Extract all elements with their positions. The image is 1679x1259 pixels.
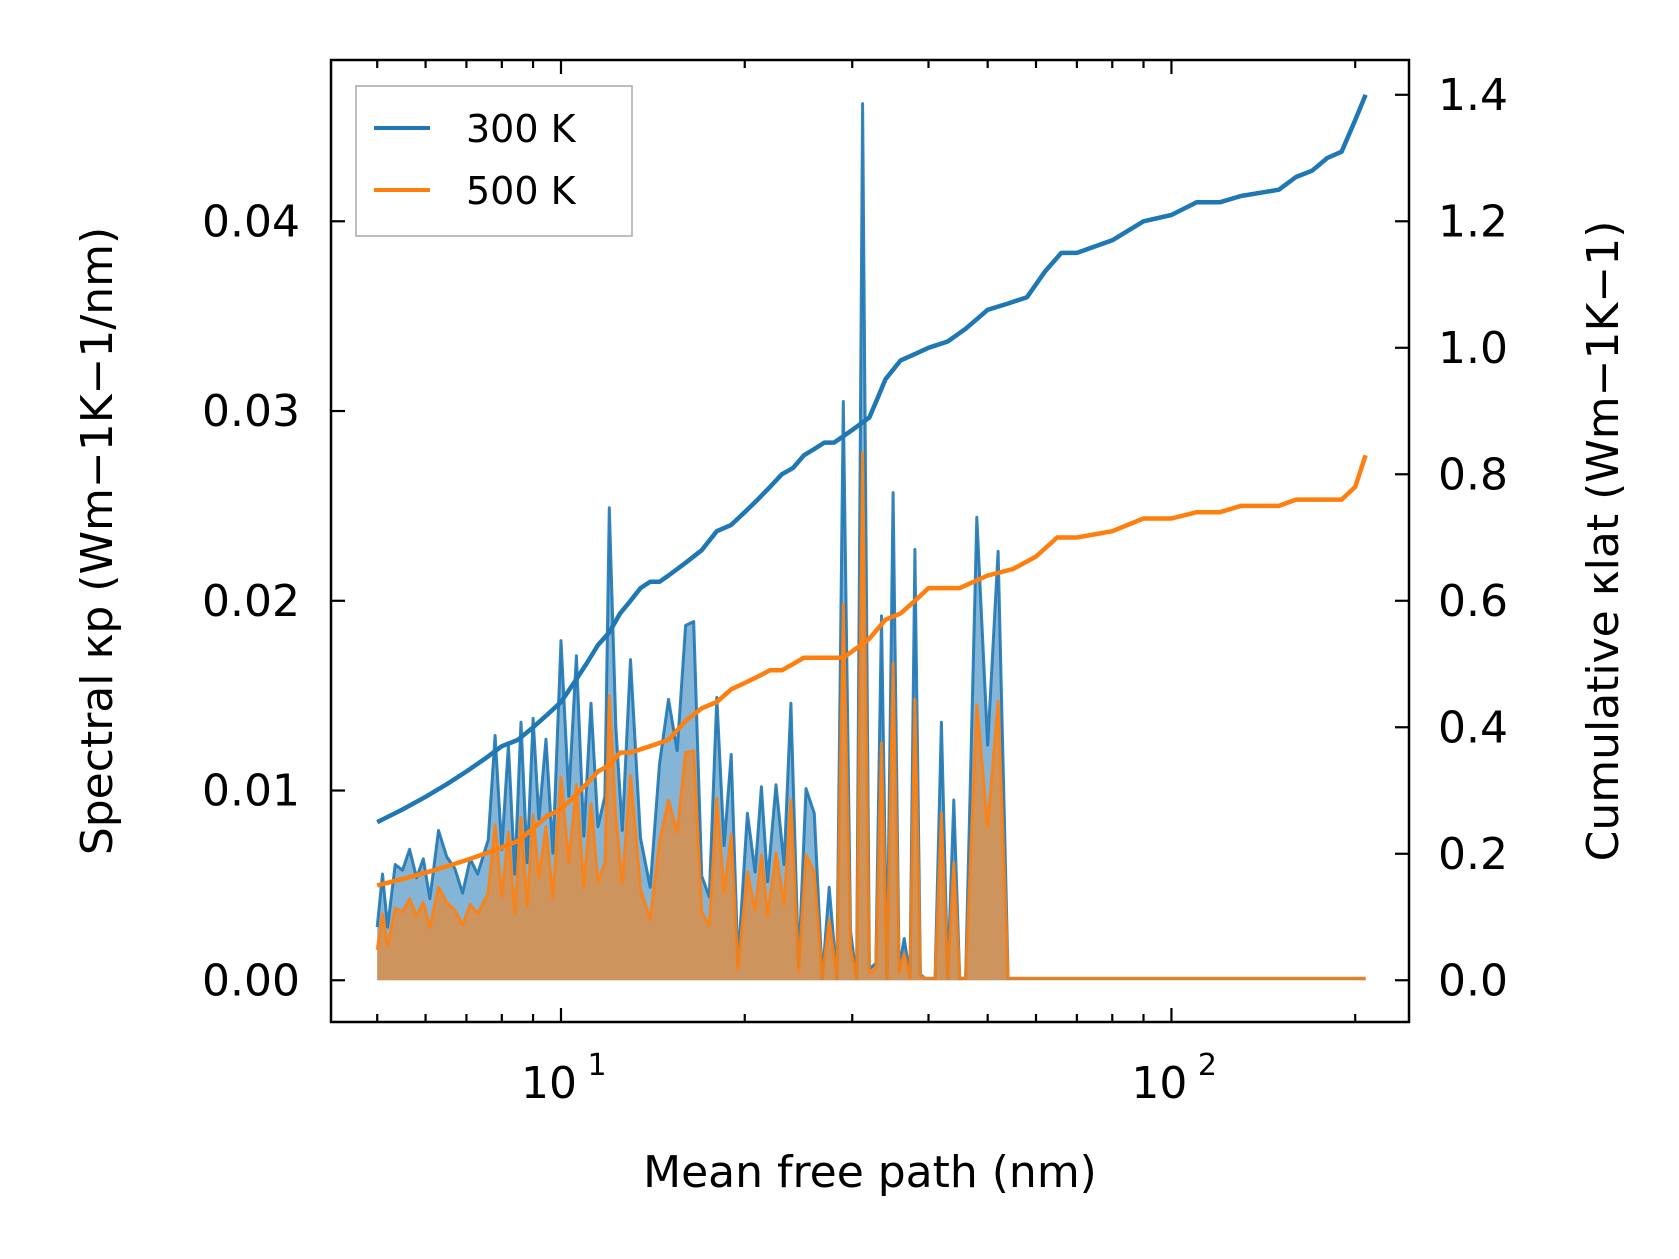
y-left-tick-label: 0.04	[202, 196, 300, 247]
x-tick-label-exponent: 1	[587, 1048, 606, 1083]
x-axis-title: Mean free path (nm)	[643, 1147, 1097, 1198]
y-right-tick-label: 1.4	[1438, 70, 1508, 121]
y-left-axis-title: Spectral κp (Wm−1K−1/nm)	[72, 227, 123, 855]
spectral-line-500-k-spectral	[375, 451, 1366, 980]
y-right-tick-label: 0.0	[1438, 955, 1508, 1006]
spectral-line-layer	[375, 102, 1366, 980]
y-right-tick-label: 0.8	[1438, 449, 1508, 500]
x-tick-labels: 10 1 10 2	[521, 1048, 1217, 1109]
spectral-fill-500-k-spectral	[377, 452, 1366, 981]
y-left-tick-label: 0.00	[202, 955, 300, 1006]
y-right-tick-label: 0.6	[1438, 576, 1508, 627]
x-tick-label-exponent: 2	[1198, 1048, 1217, 1083]
plot-frame	[329, 58, 1411, 1024]
y-left-tick-label: 0.02	[202, 576, 300, 627]
y-right-tick-label: 1.0	[1438, 323, 1508, 374]
spectral-fill-layer	[377, 103, 1366, 981]
x-tick-label: 10	[1131, 1058, 1187, 1109]
y-right-tick-label: 0.4	[1438, 702, 1508, 753]
legend-box	[355, 85, 633, 237]
y-right-axis-title: Cumulative κlat (Wm−1K−1)	[1578, 221, 1629, 862]
y-right-tick-label: 0.2	[1438, 829, 1508, 880]
y-left-tick-label: 0.01	[202, 766, 300, 817]
cumulative-line-300-k	[376, 93, 1368, 825]
cumulative-line-layer	[376, 93, 1368, 888]
y-right-tick-labels: 0.0 0.2 0.4 0.6 0.8 1.0 1.2 1.4	[1438, 70, 1508, 1006]
y-left-tick-labels: 0.00 0.01 0.02 0.03 0.04	[202, 196, 300, 1006]
tick-mark-layer	[331, 60, 1409, 1022]
y-right-tick-label: 1.2	[1438, 196, 1508, 247]
legend-label-300k: 300 K	[466, 107, 577, 151]
legend-label-500k: 500 K	[466, 169, 577, 213]
x-tick-label: 10	[521, 1058, 577, 1109]
y-left-tick-label: 0.03	[202, 386, 300, 437]
cumulative-line-500-k	[376, 454, 1368, 888]
spectral-fill-300-k-spectral	[377, 103, 1366, 981]
legend: 300 K 500 K	[355, 85, 633, 237]
